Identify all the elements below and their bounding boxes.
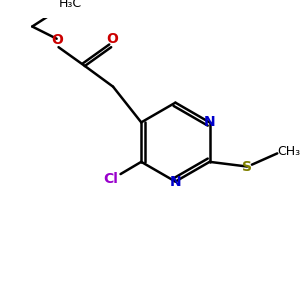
Text: S: S	[242, 160, 252, 173]
Text: O: O	[106, 32, 118, 46]
Text: CH₃: CH₃	[277, 145, 300, 158]
Text: Cl: Cl	[104, 172, 119, 186]
Text: O: O	[52, 33, 64, 47]
Text: H₃C: H₃C	[59, 0, 82, 11]
Text: N: N	[204, 116, 215, 129]
Text: N: N	[169, 175, 181, 189]
